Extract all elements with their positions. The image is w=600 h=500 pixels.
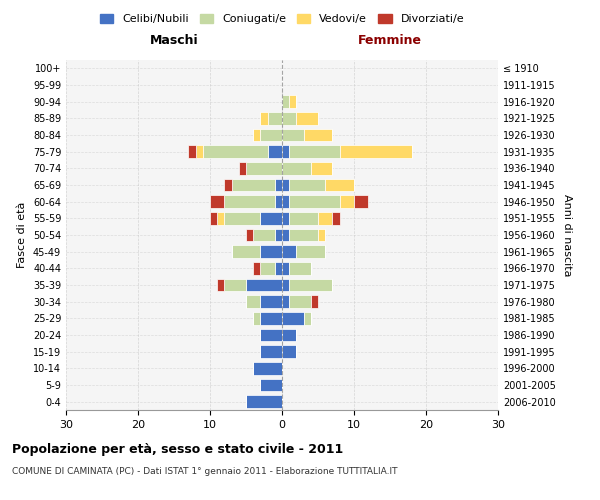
Text: COMUNE DI CAMINATA (PC) - Dati ISTAT 1° gennaio 2011 - Elaborazione TUTTITALIA.I: COMUNE DI CAMINATA (PC) - Dati ISTAT 1° … — [12, 468, 398, 476]
Bar — [304, 312, 311, 324]
Bar — [282, 296, 289, 308]
Bar — [289, 179, 325, 192]
Bar — [289, 212, 318, 224]
Bar — [239, 162, 246, 174]
Bar — [311, 296, 318, 308]
Bar — [275, 229, 282, 241]
Bar — [296, 246, 325, 258]
Text: Maschi: Maschi — [149, 34, 199, 46]
Bar — [224, 212, 260, 224]
Bar — [268, 146, 282, 158]
Bar — [282, 112, 296, 124]
Bar — [196, 146, 203, 158]
Bar — [260, 112, 268, 124]
Bar — [246, 229, 253, 241]
Bar — [260, 246, 282, 258]
Bar — [246, 162, 282, 174]
Bar — [224, 279, 246, 291]
Bar — [210, 212, 217, 224]
Bar — [318, 229, 325, 241]
Bar — [296, 112, 318, 124]
Bar — [282, 162, 311, 174]
Bar — [340, 146, 412, 158]
Bar — [253, 129, 260, 141]
Bar — [232, 246, 260, 258]
Bar — [289, 196, 340, 208]
Bar — [289, 279, 332, 291]
Bar — [203, 146, 268, 158]
Bar — [260, 346, 282, 358]
Bar — [282, 179, 289, 192]
Bar — [325, 179, 354, 192]
Bar — [253, 362, 282, 374]
Y-axis label: Fasce di età: Fasce di età — [17, 202, 27, 268]
Bar — [188, 146, 196, 158]
Bar — [210, 196, 224, 208]
Bar — [253, 262, 260, 274]
Bar — [217, 279, 224, 291]
Bar — [260, 312, 282, 324]
Bar — [260, 296, 282, 308]
Bar — [217, 212, 224, 224]
Bar — [282, 312, 304, 324]
Bar — [318, 212, 332, 224]
Bar — [289, 296, 311, 308]
Bar — [260, 329, 282, 341]
Bar — [275, 179, 282, 192]
Bar — [246, 279, 282, 291]
Bar — [260, 212, 282, 224]
Bar — [260, 262, 275, 274]
Bar — [289, 229, 318, 241]
Bar — [282, 246, 296, 258]
Bar — [332, 212, 340, 224]
Bar — [304, 129, 332, 141]
Bar — [282, 229, 289, 241]
Bar — [340, 196, 354, 208]
Bar — [224, 196, 275, 208]
Bar — [246, 296, 260, 308]
Bar — [282, 262, 289, 274]
Bar — [282, 146, 289, 158]
Text: Femmine: Femmine — [358, 34, 422, 46]
Bar — [289, 262, 311, 274]
Bar — [275, 262, 282, 274]
Bar — [354, 196, 368, 208]
Bar — [282, 329, 296, 341]
Bar — [282, 346, 296, 358]
Bar — [282, 212, 289, 224]
Bar — [268, 112, 282, 124]
Bar — [282, 129, 304, 141]
Bar — [311, 162, 332, 174]
Bar — [246, 396, 282, 408]
Bar — [224, 179, 232, 192]
Bar — [275, 196, 282, 208]
Bar — [289, 146, 340, 158]
Text: Popolazione per età, sesso e stato civile - 2011: Popolazione per età, sesso e stato civil… — [12, 442, 343, 456]
Bar — [282, 196, 289, 208]
Bar — [260, 129, 282, 141]
Bar — [253, 229, 275, 241]
Bar — [282, 96, 289, 108]
Bar — [232, 179, 275, 192]
Legend: Celibi/Nubili, Coniugati/e, Vedovi/e, Divorziati/e: Celibi/Nubili, Coniugati/e, Vedovi/e, Di… — [95, 10, 469, 29]
Bar — [253, 312, 260, 324]
Y-axis label: Anni di nascita: Anni di nascita — [562, 194, 572, 276]
Bar — [282, 279, 289, 291]
Bar — [260, 379, 282, 391]
Bar — [289, 96, 296, 108]
